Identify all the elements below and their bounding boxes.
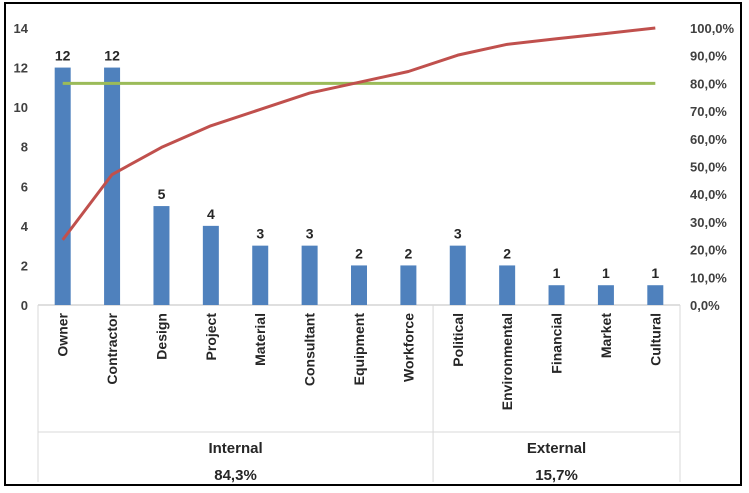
bar	[351, 265, 367, 305]
bar	[202, 225, 219, 305]
y-right-tick-label: 40,0%	[690, 187, 727, 202]
y-right-tick-label: 80,0%	[690, 76, 727, 91]
y-left-tick-label: 8	[21, 140, 28, 155]
x-tick-label: Design	[153, 313, 169, 360]
group-share-label: 15,7%	[535, 467, 578, 484]
bar-data-label: 4	[207, 206, 215, 222]
y-left-tick-label: 6	[21, 179, 28, 194]
y-left-tick-label: 10	[14, 100, 28, 115]
y-right-tick-label: 0,0%	[690, 298, 720, 313]
bar	[54, 67, 71, 305]
bar-data-label: 3	[454, 226, 462, 242]
y-left-tick-label: 4	[21, 219, 29, 234]
x-tick-label: Material	[252, 313, 268, 366]
bar-data-label: 1	[602, 265, 610, 281]
x-tick-label: Market	[598, 313, 614, 358]
bar	[301, 245, 318, 305]
bar-data-label: 3	[306, 226, 314, 242]
y-left-tick-label: 2	[21, 258, 28, 273]
x-tick-label: Political	[450, 313, 466, 367]
bar	[104, 67, 121, 305]
bar-data-label: 12	[55, 48, 71, 64]
group-share-label: 84,3%	[214, 467, 257, 484]
bar	[400, 265, 417, 305]
x-tick-label: Project	[203, 313, 219, 361]
bar	[597, 285, 614, 305]
bar	[153, 206, 170, 305]
bar-data-label: 2	[503, 245, 511, 261]
chart-frame: 0 2 4 6 8 10 12 14 0,0% 10,0% 20,0% 30,0% 40,0% 50,0%…	[4, 2, 742, 486]
group-label: External	[527, 440, 586, 457]
bar	[548, 285, 565, 305]
bar-data-label: 3	[256, 226, 264, 242]
y-right-tick-label: 90,0%	[690, 49, 727, 64]
bar-data-label: 2	[355, 245, 363, 261]
y-right-tick-label: 60,0%	[690, 132, 727, 147]
bar-data-label: 2	[404, 245, 412, 261]
cumulative-line	[61, 26, 656, 241]
bar	[449, 245, 466, 305]
x-tick-label: Contractor	[104, 312, 120, 384]
y-right-tick-label: 10,0%	[690, 270, 727, 285]
y-left-tick-label: 14	[14, 21, 29, 36]
y-left-tick-label: 0	[21, 298, 28, 313]
y-right-tick-label: 30,0%	[690, 215, 727, 230]
bar-data-label: 1	[553, 265, 561, 281]
bar-data-label: 5	[158, 186, 166, 202]
bar	[499, 265, 516, 305]
bar-data-label: 1	[651, 265, 659, 281]
y-right-tick-label: 20,0%	[690, 243, 727, 258]
y-left-tick-label: 12	[14, 61, 28, 76]
x-tick-label: Equipment	[351, 313, 367, 386]
x-tick-label: Owner	[55, 312, 71, 356]
y-right-tick-label: 100,0%	[690, 21, 735, 36]
y-right-tick-label: 70,0%	[690, 104, 727, 119]
group-label: Internal	[208, 440, 262, 457]
x-tick-label: Cultural	[647, 313, 663, 366]
x-tick-label: Workforce	[400, 313, 416, 382]
bar-data-label: 12	[104, 48, 120, 64]
pareto-chart: 024681012140,0%10,0%20,0%30,0%40,0%50,0%…	[14, 21, 735, 484]
bar	[647, 285, 664, 305]
bar	[252, 245, 269, 305]
x-tick-label: Financial	[549, 313, 565, 374]
x-tick-label: Environmental	[499, 313, 515, 410]
x-tick-label: Consultant	[302, 313, 318, 386]
y-right-tick-label: 50,0%	[690, 160, 727, 175]
